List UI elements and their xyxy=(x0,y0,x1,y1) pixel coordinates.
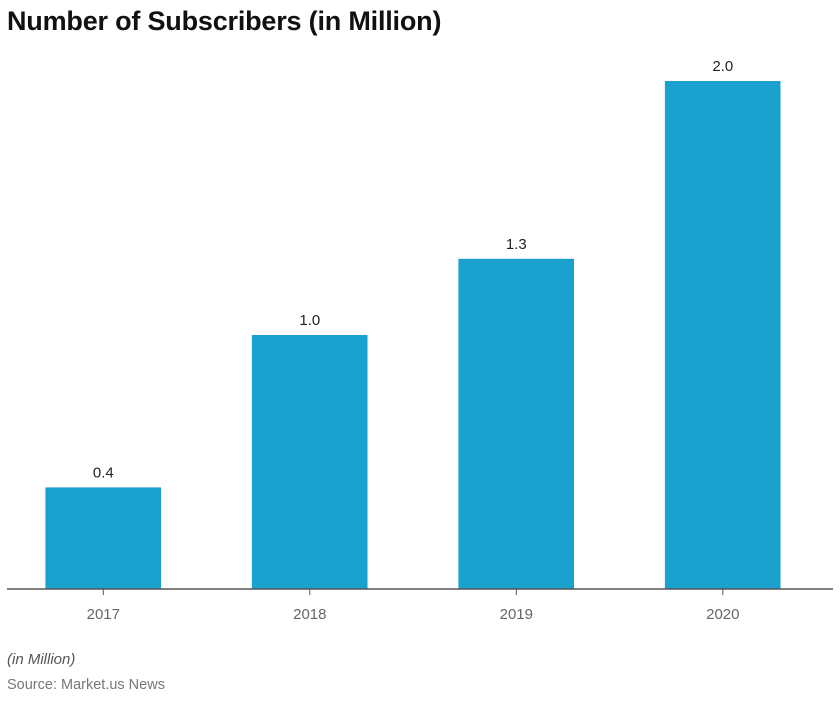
x-tick-label-2019: 2019 xyxy=(500,606,533,623)
source-credit: Source: Market.us News xyxy=(7,677,165,693)
data-label-2018: 1.0 xyxy=(299,312,320,329)
bar-2017 xyxy=(45,487,161,589)
bar-2018 xyxy=(251,335,368,589)
unit-note: (in Million) xyxy=(7,651,76,668)
x-tick-labels-group: 2017 2018 2019 2020 xyxy=(87,606,740,623)
bars-group xyxy=(45,81,781,589)
bar-2019 xyxy=(458,258,574,589)
bar-2020 xyxy=(664,81,781,589)
data-label-2020: 2.0 xyxy=(712,58,733,75)
data-label-2019: 1.3 xyxy=(506,236,527,253)
bar-labels-group: 0.4 1.0 1.3 2.0 xyxy=(93,58,733,481)
x-tick-label-2018: 2018 xyxy=(293,606,326,623)
x-tick-label-2017: 2017 xyxy=(87,606,120,623)
data-label-2017: 0.4 xyxy=(93,464,114,481)
x-tick-label-2020: 2020 xyxy=(706,606,739,623)
x-ticks-group xyxy=(102,589,724,595)
chart-title: Number of Subscribers (in Million) xyxy=(7,6,442,36)
